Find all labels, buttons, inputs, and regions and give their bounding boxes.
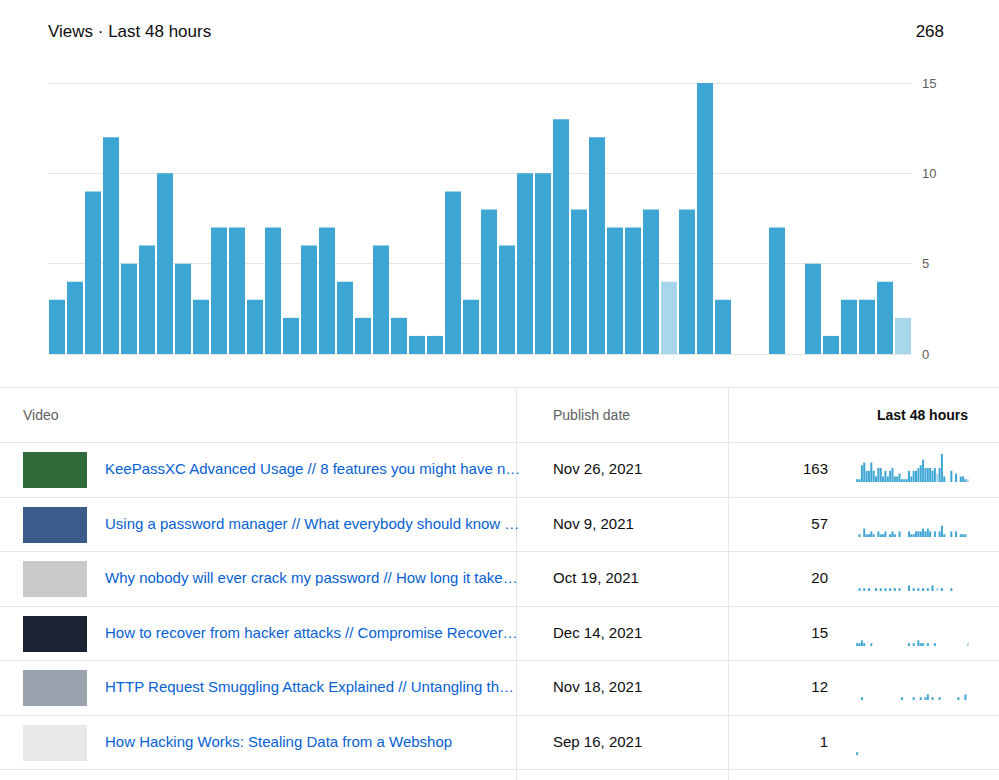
html-text:Nov 26, 2021: Nov 26, 2021 [553, 460, 643, 477]
html-text:1: 1 [819, 732, 828, 750]
html-text:12: 12 [811, 678, 828, 695]
html-text:How Hacking Works: Stealing Da: How Hacking Works: Stealing Data from a … [105, 732, 453, 750]
html-text:HTTP Request Smuggling Attack: HTTP Request Smuggling Attack Explained … [105, 678, 515, 695]
svg-text:10: 10 [922, 166, 936, 181]
html-text:163: 163 [803, 460, 828, 477]
html-text:Using a password manager // Wh: Using a password manager // What everybo… [105, 514, 520, 532]
html-text:Views · Last 48 hours: Views · Last 48 hours [48, 22, 212, 41]
html-text:How to recover from hacker att: How to recover from hacker attacks // Co… [105, 623, 518, 641]
html-text:Sep 16, 2021: Sep 16, 2021 [553, 732, 643, 750]
html-text:Publish date: Publish date [553, 407, 631, 423]
svg-text:5: 5 [922, 256, 929, 271]
html-text:15: 15 [811, 623, 828, 641]
html-text:Oct 19, 2021: Oct 19, 2021 [553, 569, 639, 586]
html-text:Nov 18, 2021: Nov 18, 2021 [553, 678, 643, 695]
html-text:57: 57 [811, 514, 828, 532]
svg-text:0: 0 [922, 347, 929, 362]
html-text:Dec 14, 2021: Dec 14, 2021 [553, 623, 643, 641]
html-text:268: 268 [915, 22, 944, 41]
html-text:Last 48 hours: Last 48 hours [877, 407, 968, 423]
html-text:KeePassXC Advanced Usage // 8: KeePassXC Advanced Usage // 8 features y… [105, 460, 521, 477]
svg-text:15: 15 [922, 76, 936, 91]
html-text:Video: Video [23, 407, 59, 423]
html-text:Nov 9, 2021: Nov 9, 2021 [553, 514, 634, 532]
html-text:20: 20 [811, 569, 828, 586]
html-text:Why nobody will ever crack my: Why nobody will ever crack my password /… [105, 569, 518, 586]
